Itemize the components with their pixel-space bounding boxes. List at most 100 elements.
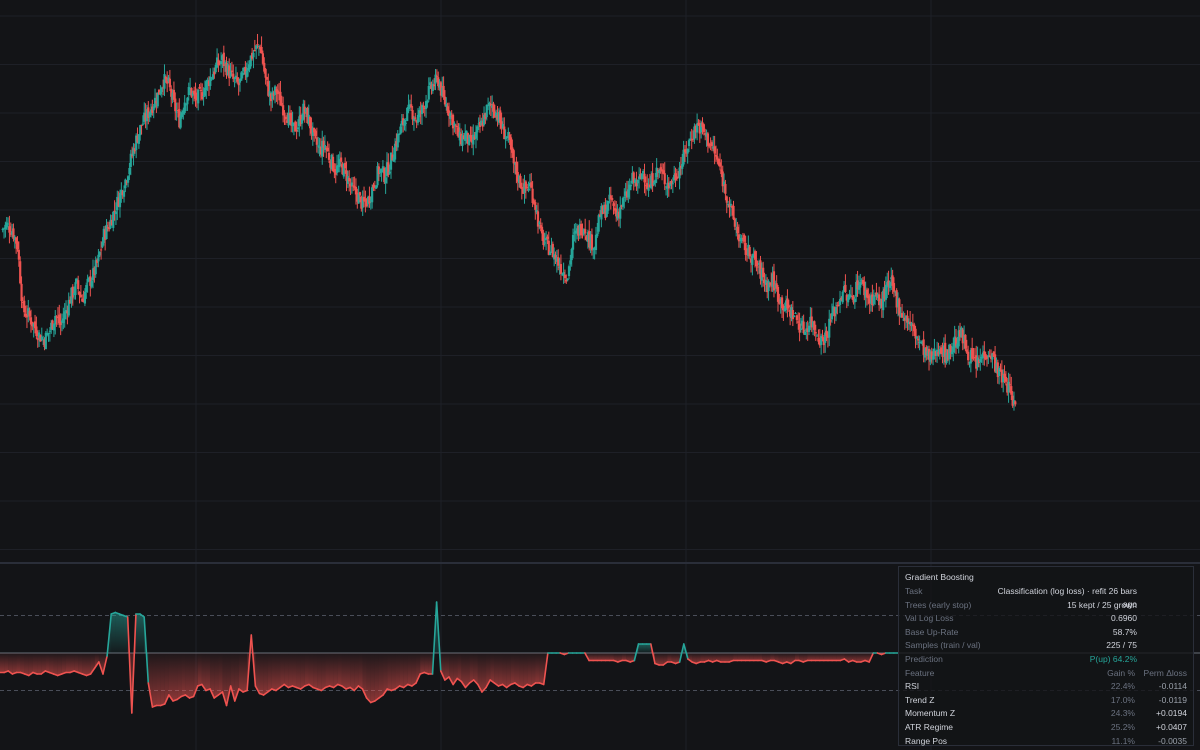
candle-body	[439, 82, 443, 96]
candle-body	[663, 173, 666, 185]
candle-body	[391, 154, 394, 161]
candle-body	[554, 255, 557, 260]
oscillator-fill	[477, 653, 482, 692]
candle-body	[706, 133, 709, 146]
candle-body	[1014, 401, 1017, 405]
oscillator-segment	[662, 661, 669, 666]
candle-body	[340, 157, 343, 162]
candle-body	[930, 351, 933, 359]
candle-body	[395, 141, 398, 147]
candle-body	[349, 183, 352, 187]
candle-body	[33, 321, 37, 329]
oscillator-fill	[704, 653, 709, 662]
candle-body	[342, 163, 345, 177]
candle-body	[925, 347, 928, 356]
feature-gain: 25.2%	[1110, 721, 1135, 732]
candle-body	[740, 237, 743, 242]
oscillator-segment	[89, 667, 96, 675]
candle-body	[821, 336, 824, 338]
candle-body	[381, 166, 385, 172]
oscillator-fill	[696, 653, 701, 664]
oscillator-fill	[341, 653, 347, 689]
candle-body	[476, 126, 479, 133]
candle-body	[242, 67, 246, 72]
price-chart[interactable]	[0, 0, 1200, 563]
oscillator-fill	[391, 653, 396, 691]
candle-body	[27, 308, 30, 316]
candle-body	[131, 155, 134, 157]
candle-body	[257, 45, 260, 47]
oscillator-fill	[148, 653, 153, 707]
oscillator-segment	[279, 683, 286, 689]
candle-body	[304, 108, 308, 112]
candle-body	[309, 116, 312, 129]
candle-body	[431, 83, 434, 92]
candle-body	[398, 133, 401, 136]
candle-body	[1002, 375, 1005, 383]
candle-body	[983, 351, 986, 357]
candle-body	[607, 200, 610, 211]
feature-header: Feature	[905, 667, 935, 678]
candle-body	[453, 123, 456, 126]
feature-gain: 24.3%	[1110, 708, 1135, 719]
candle-body	[172, 89, 176, 100]
candle-body	[582, 229, 585, 235]
candle-body	[536, 211, 540, 227]
candle-body	[137, 134, 140, 144]
candle-body	[950, 351, 954, 355]
candle-body	[414, 117, 417, 119]
candle-body	[563, 274, 567, 279]
candle-body	[152, 106, 155, 111]
candle-body	[43, 339, 46, 347]
candle-body	[429, 82, 432, 86]
candle-body	[770, 282, 773, 286]
candle-body	[632, 172, 635, 183]
candle-body	[408, 104, 411, 108]
pane-divider[interactable]	[0, 562, 1200, 564]
candle-body	[191, 92, 194, 96]
candle-body	[190, 87, 193, 97]
oscillator-segment	[411, 682, 417, 687]
candle-body	[655, 167, 658, 177]
oscillator-fill	[799, 653, 804, 662]
oscillator-fill	[786, 653, 791, 664]
oscillator-fill	[712, 653, 717, 662]
candle-body	[600, 205, 603, 220]
candle-body	[406, 107, 409, 121]
candle-body	[51, 320, 54, 330]
probability-oscillator-pane[interactable]	[0, 564, 1200, 750]
candle-body	[451, 114, 455, 129]
oscillator-fill	[24, 653, 29, 676]
candle-body	[571, 234, 575, 250]
candle-body	[63, 311, 66, 320]
candle-body	[174, 98, 177, 112]
val-log-loss-row: Val Log Loss 0.6960	[905, 612, 1187, 626]
candle-body	[651, 173, 654, 187]
candle-body	[1012, 400, 1016, 405]
candle-body	[109, 219, 112, 229]
oscillator-segment	[147, 682, 154, 708]
candle-body	[269, 93, 273, 102]
candle-body	[772, 271, 776, 291]
candle-body	[713, 146, 716, 154]
candle-body	[535, 210, 538, 213]
candle-body	[601, 206, 604, 214]
candle-body	[656, 169, 660, 171]
oscillator-fill	[358, 653, 363, 689]
oscillator-fill	[613, 653, 618, 662]
candle-body	[279, 91, 282, 106]
oscillator-segment	[394, 685, 401, 690]
candle-body	[956, 343, 959, 348]
oscillator-fill	[177, 653, 182, 700]
candle-body	[559, 264, 563, 274]
candle-body	[789, 309, 792, 317]
oscillator-fill	[234, 653, 239, 701]
candle-body	[141, 123, 145, 125]
oscillator-segment	[201, 683, 207, 692]
candle-body	[768, 282, 772, 284]
feature-row: ATR Regime 25.2% +0.0407	[905, 721, 1187, 735]
candle-body	[566, 278, 569, 281]
candle-body	[344, 162, 347, 169]
candle-body	[698, 122, 701, 134]
candle-body	[775, 283, 778, 289]
